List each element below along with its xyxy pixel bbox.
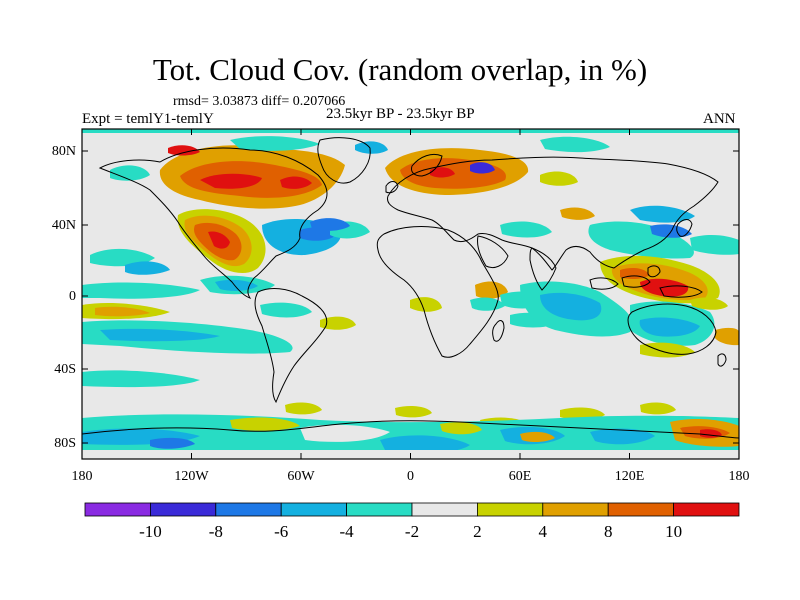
frame-ticks bbox=[81, 129, 740, 459]
colorbar-label: 8 bbox=[604, 522, 613, 541]
colorbar-label: 4 bbox=[539, 522, 548, 541]
colorbar-label: 10 bbox=[665, 522, 682, 541]
colorbar bbox=[84, 502, 740, 517]
lon-tick-label: 120E bbox=[615, 469, 645, 484]
lon-axis: 180 120W 60W 0 60E 120E 180 bbox=[72, 469, 750, 484]
lon-tick-label: 180 bbox=[729, 469, 750, 484]
colorbar-label: -6 bbox=[274, 522, 288, 541]
colorbar-swatch bbox=[542, 502, 609, 517]
colorbar-swatch bbox=[84, 502, 151, 517]
lon-tick-label: 60W bbox=[287, 469, 315, 484]
experiment-label: Expt = temlY1-temlY bbox=[82, 111, 214, 127]
colorbar-swatch bbox=[673, 502, 740, 517]
lon-tick-label: 60E bbox=[509, 469, 532, 484]
colorbar-label: -8 bbox=[209, 522, 223, 541]
colorbar-label: 2 bbox=[473, 522, 482, 541]
colorbar-swatch bbox=[280, 502, 348, 517]
lat-tick-label: 80S bbox=[54, 436, 76, 451]
lat-tick-label: 80N bbox=[52, 144, 76, 159]
coastlines bbox=[82, 137, 739, 439]
plot-title: Tot. Cloud Cov. (random overlap, in %) bbox=[152, 52, 648, 87]
period-label: 23.5kyr BP - 23.5kyr BP bbox=[326, 106, 475, 122]
season-label: ANN bbox=[703, 111, 736, 127]
colorbar-swatch bbox=[215, 502, 282, 517]
colorbar-swatch bbox=[476, 502, 544, 517]
lon-tick-label: 180 bbox=[72, 469, 93, 484]
lat-axis: 80N 40N 0 40S 80S bbox=[52, 144, 76, 451]
colorbar-swatch bbox=[346, 502, 413, 517]
lat-tick-label: 40N bbox=[52, 218, 76, 233]
stats-text: rmsd= 3.03873 diff= 0.207066 bbox=[173, 94, 346, 109]
colorbar-label: -10 bbox=[139, 522, 162, 541]
colorbar-swatch bbox=[411, 502, 478, 517]
colorbar-swatch bbox=[607, 502, 675, 517]
colorbar-label: -4 bbox=[340, 522, 355, 541]
lat-tick-label: 0 bbox=[69, 289, 76, 304]
lat-tick-label: 40S bbox=[54, 362, 76, 377]
colorbar-labels: -10 -8 -6 -4 -2 2 4 8 10 bbox=[139, 522, 682, 541]
anomaly-field bbox=[82, 129, 739, 459]
lon-tick-label: 120W bbox=[174, 469, 209, 484]
colorbar-label: -2 bbox=[405, 522, 419, 541]
colorbar-swatch bbox=[149, 502, 217, 517]
lon-tick-label: 0 bbox=[407, 469, 414, 484]
